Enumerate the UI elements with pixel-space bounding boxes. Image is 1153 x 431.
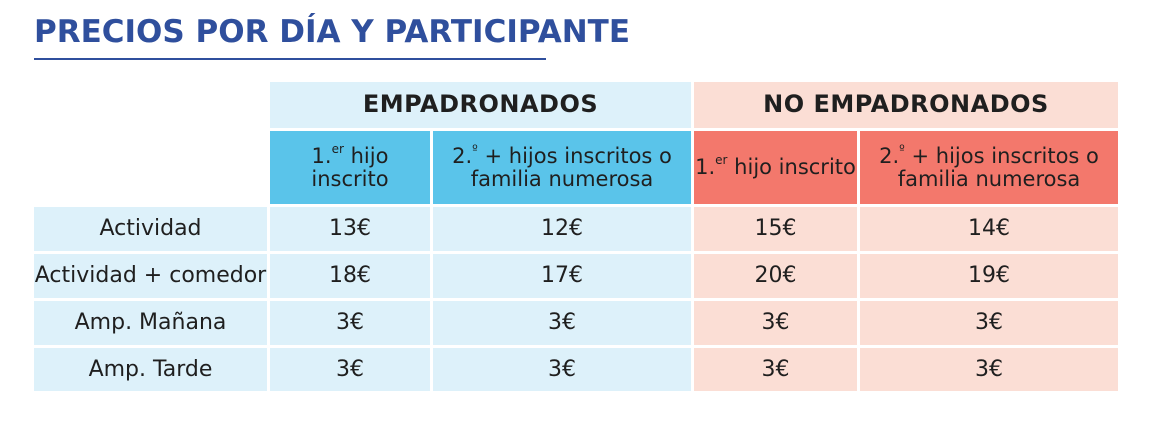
price-table: EMPADRONADOS NO EMPADRONADOS 1.er hijo i…: [34, 82, 1118, 391]
price-cell: 14€: [860, 207, 1118, 251]
price-cell: 3€: [433, 348, 691, 391]
subheader-line2: familia numerosa: [897, 166, 1081, 191]
price-cell: 3€: [270, 301, 430, 345]
group-header-empadronados: EMPADRONADOS: [270, 82, 691, 128]
price-cell: 15€: [694, 207, 857, 251]
price-cell: 18€: [270, 254, 430, 298]
subheader-line2: familia numerosa: [470, 166, 654, 191]
price-cell: 13€: [270, 207, 430, 251]
row-label-actividad: Actividad: [34, 207, 267, 251]
group-header-no-empadronados: NO EMPADRONADOS: [694, 82, 1118, 128]
row-label-amp-tarde: Amp. Tarde: [34, 348, 267, 391]
price-cell: 3€: [270, 348, 430, 391]
price-cell: 3€: [433, 301, 691, 345]
subheader-no-empadronados-second-child: 2.º + hijos inscritos o familia numerosa: [860, 131, 1118, 204]
subheader-sup: er: [715, 153, 728, 168]
subheader-text: hijo inscrito: [311, 144, 389, 191]
price-cell: 3€: [860, 348, 1118, 391]
subheader-empadronados-second-child: 2.º + hijos inscritos o familia numerosa: [433, 131, 691, 204]
row-label-actividad-comedor: Actividad + comedor: [34, 254, 267, 298]
subheader-prefix: 1.: [311, 144, 332, 169]
price-cell: 3€: [694, 301, 857, 345]
price-cell: 17€: [433, 254, 691, 298]
price-cell: 12€: [433, 207, 691, 251]
subheader-sup: º: [472, 142, 478, 157]
subheader-prefix: 1.: [695, 155, 716, 180]
subheader-line1: + hijos inscritos o: [484, 144, 672, 169]
subheader-text: hijo inscrito: [727, 155, 856, 180]
price-cell: 3€: [694, 348, 857, 391]
corner-empty-2: [34, 131, 267, 204]
subheader-sup: º: [899, 142, 905, 157]
price-cell: 20€: [694, 254, 857, 298]
subheader-prefix: 2.: [879, 144, 900, 169]
subheader-no-empadronados-first-child: 1.er hijo inscrito: [694, 131, 857, 204]
page-title: PRECIOS POR DÍA Y PARTICIPANTE: [34, 14, 630, 50]
price-cell: 19€: [860, 254, 1118, 298]
subheader-line1: + hijos inscritos o: [911, 144, 1099, 169]
subheader-prefix: 2.: [452, 144, 473, 169]
subheader-empadronados-first-child: 1.er hijo inscrito: [270, 131, 430, 204]
price-cell: 3€: [860, 301, 1118, 345]
subheader-sup: er: [331, 142, 344, 157]
row-label-amp-manana: Amp. Mañana: [34, 301, 267, 345]
title-underline: [34, 58, 546, 60]
corner-empty: [34, 82, 267, 128]
